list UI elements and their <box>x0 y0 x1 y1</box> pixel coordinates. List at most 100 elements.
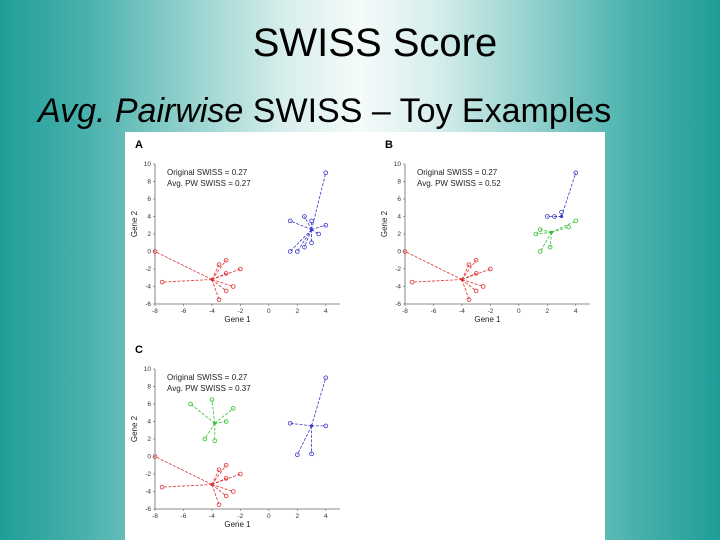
x-axis-label: Gene 1 <box>474 315 501 324</box>
cluster-spoke <box>211 264 220 280</box>
x-tick-label: 0 <box>517 308 521 315</box>
y-tick-label: -4 <box>145 489 151 496</box>
legend-line: Original SWISS = 0.27 <box>417 168 498 177</box>
y-tick-label: 8 <box>147 384 151 391</box>
y-tick-label: 4 <box>147 214 151 221</box>
slide-subtitle: Avg. Pairwise SWISS – Toy Examples <box>38 90 611 132</box>
cluster-spoke <box>211 279 227 292</box>
y-tick-label: 2 <box>397 231 401 238</box>
figure-panel: A 10 8 6 4 2 0 -2 -4 -6 -8 -6 -4 -2 0 2 4 Gene 1 Gene 2 Ori… <box>125 132 605 540</box>
data-point <box>230 284 236 289</box>
cluster-spoke <box>211 484 227 497</box>
data-point <box>302 244 307 250</box>
y-tick-label: 8 <box>147 179 151 186</box>
panel-letter: C <box>135 344 143 356</box>
cluster-spoke <box>304 216 312 230</box>
subtitle-italic: Avg. Pairwise <box>38 92 244 130</box>
cluster-red <box>152 454 243 507</box>
cluster-spoke <box>211 279 220 300</box>
y-axis-label: Gene 2 <box>130 210 139 237</box>
data-point <box>466 297 472 302</box>
data-point <box>216 262 222 267</box>
y-tick-label: 0 <box>147 249 151 256</box>
x-tick-label: -8 <box>402 308 408 315</box>
cluster-spoke <box>539 232 552 252</box>
legend-line: Avg. PW SWISS = 0.37 <box>167 384 251 393</box>
data-point <box>202 436 208 442</box>
cluster-spoke <box>461 264 470 280</box>
cluster-spoke <box>154 251 213 280</box>
cluster-spoke <box>311 224 326 231</box>
cluster-spoke <box>289 229 312 252</box>
y-tick-label: -2 <box>145 266 151 273</box>
data-point <box>212 438 218 444</box>
cluster-center <box>210 482 214 487</box>
x-tick-label: -4 <box>459 308 465 315</box>
data-point <box>223 419 229 424</box>
data-point <box>230 489 236 494</box>
data-point <box>402 249 408 254</box>
data-point <box>473 288 479 294</box>
y-tick-label: -4 <box>145 284 151 291</box>
slide-title: SWISS Score <box>252 21 498 65</box>
data-point <box>238 266 243 272</box>
cluster-center <box>210 277 214 282</box>
cluster-spoke <box>211 273 227 280</box>
x-tick-label: -6 <box>181 308 187 315</box>
legend-line: Original SWISS = 0.27 <box>167 168 248 177</box>
data-point <box>216 467 222 472</box>
cluster-spoke <box>296 229 312 252</box>
data-point <box>309 218 314 224</box>
cluster-spoke <box>162 279 212 283</box>
data-point <box>302 214 307 219</box>
cluster-blue <box>287 375 329 458</box>
y-tick-label: 6 <box>397 196 401 203</box>
x-tick-label: -4 <box>209 308 215 315</box>
cluster-spoke <box>211 465 227 485</box>
cluster-spoke <box>412 279 462 283</box>
data-point <box>223 257 229 263</box>
panel-letter: B <box>385 139 393 151</box>
x-tick-label: -6 <box>181 513 187 520</box>
cluster-center <box>549 230 554 234</box>
data-point <box>238 471 243 477</box>
legend-line: Avg. PW SWISS = 0.52 <box>417 179 501 188</box>
data-point <box>216 297 222 302</box>
cluster-center <box>309 227 314 232</box>
panel-letter: A <box>135 139 143 151</box>
data-point <box>159 484 165 490</box>
subtitle-rest: SWISS – Toy Examples <box>243 92 612 130</box>
legend-line: Avg. PW SWISS = 0.27 <box>167 179 251 188</box>
data-point <box>159 279 165 285</box>
data-point <box>216 502 222 507</box>
y-axis-label: Gene 2 <box>380 210 389 237</box>
data-point <box>287 420 293 426</box>
cluster-spoke <box>211 484 220 505</box>
x-tick-label: -2 <box>237 513 243 520</box>
cluster-spoke <box>296 425 312 455</box>
data-point <box>559 209 564 215</box>
x-tick-label: 4 <box>574 308 578 315</box>
y-tick-label: 4 <box>397 214 401 221</box>
x-axis-label: Gene 1 <box>224 520 251 529</box>
cluster-spoke <box>461 273 477 280</box>
data-point <box>473 271 479 276</box>
data-point <box>473 257 479 263</box>
x-axis-label: Gene 1 <box>224 315 251 324</box>
cluster-spoke <box>551 226 569 233</box>
cluster-spoke <box>404 251 463 280</box>
data-point <box>223 462 229 468</box>
data-point <box>309 451 314 457</box>
data-point <box>323 222 329 228</box>
cluster-spoke <box>211 279 234 287</box>
y-tick-label: 10 <box>144 161 152 168</box>
y-tick-label: 2 <box>147 231 151 238</box>
data-point <box>188 401 193 407</box>
data-point <box>466 262 472 267</box>
data-point <box>573 218 579 224</box>
data-point <box>552 214 557 219</box>
cluster-green <box>533 218 579 254</box>
figure-svg: A 10 8 6 4 2 0 -2 -4 -6 -8 -6 -4 -2 0 2 4 Gene 1 Gene 2 Ori… <box>130 139 590 529</box>
